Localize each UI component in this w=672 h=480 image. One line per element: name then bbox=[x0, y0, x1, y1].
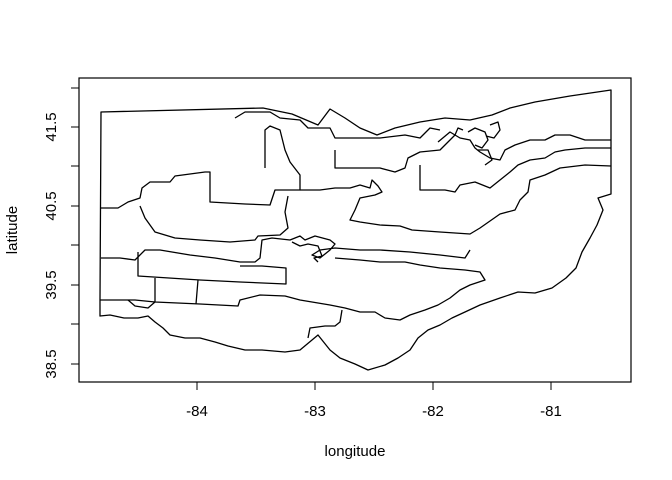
state-boundary bbox=[99, 89, 612, 371]
district-outline bbox=[291, 241, 323, 263]
district-outline bbox=[154, 278, 199, 305]
x-tick-label: -84 bbox=[186, 403, 208, 420]
plot-frame bbox=[78, 77, 632, 383]
y-tick-label: 41.5 bbox=[43, 112, 60, 141]
x-tick-label: -82 bbox=[422, 403, 444, 420]
x-axis-label: longitude bbox=[325, 443, 386, 460]
district-outline bbox=[139, 195, 289, 243]
district-outline bbox=[478, 149, 493, 166]
x-tick-label: -81 bbox=[540, 403, 562, 420]
district-outline bbox=[419, 147, 611, 193]
y-tick-label: 40.5 bbox=[43, 191, 60, 220]
district-outline bbox=[101, 235, 471, 263]
y-axis: 41.5 40.5 39.5 38.5 latitude bbox=[4, 87, 80, 379]
y-tick-label: 38.5 bbox=[43, 349, 60, 378]
x-axis: -84 -83 -82 -81 longitude bbox=[186, 381, 562, 460]
y-tick-label: 39.5 bbox=[43, 270, 60, 299]
x-tick-label: -83 bbox=[304, 403, 326, 420]
y-axis-label: latitude bbox=[4, 206, 21, 254]
district-outline bbox=[485, 121, 501, 139]
district-outline bbox=[101, 125, 301, 209]
district-outline bbox=[307, 309, 343, 339]
district-outline bbox=[437, 131, 611, 161]
district-outline bbox=[300, 164, 612, 235]
district-outline bbox=[334, 127, 464, 173]
district-outline bbox=[127, 299, 156, 309]
district-outline bbox=[137, 252, 287, 285]
district-outline bbox=[100, 257, 486, 321]
district-outline bbox=[234, 111, 441, 139]
district-outlines bbox=[99, 89, 612, 371]
district-outline bbox=[467, 127, 489, 149]
